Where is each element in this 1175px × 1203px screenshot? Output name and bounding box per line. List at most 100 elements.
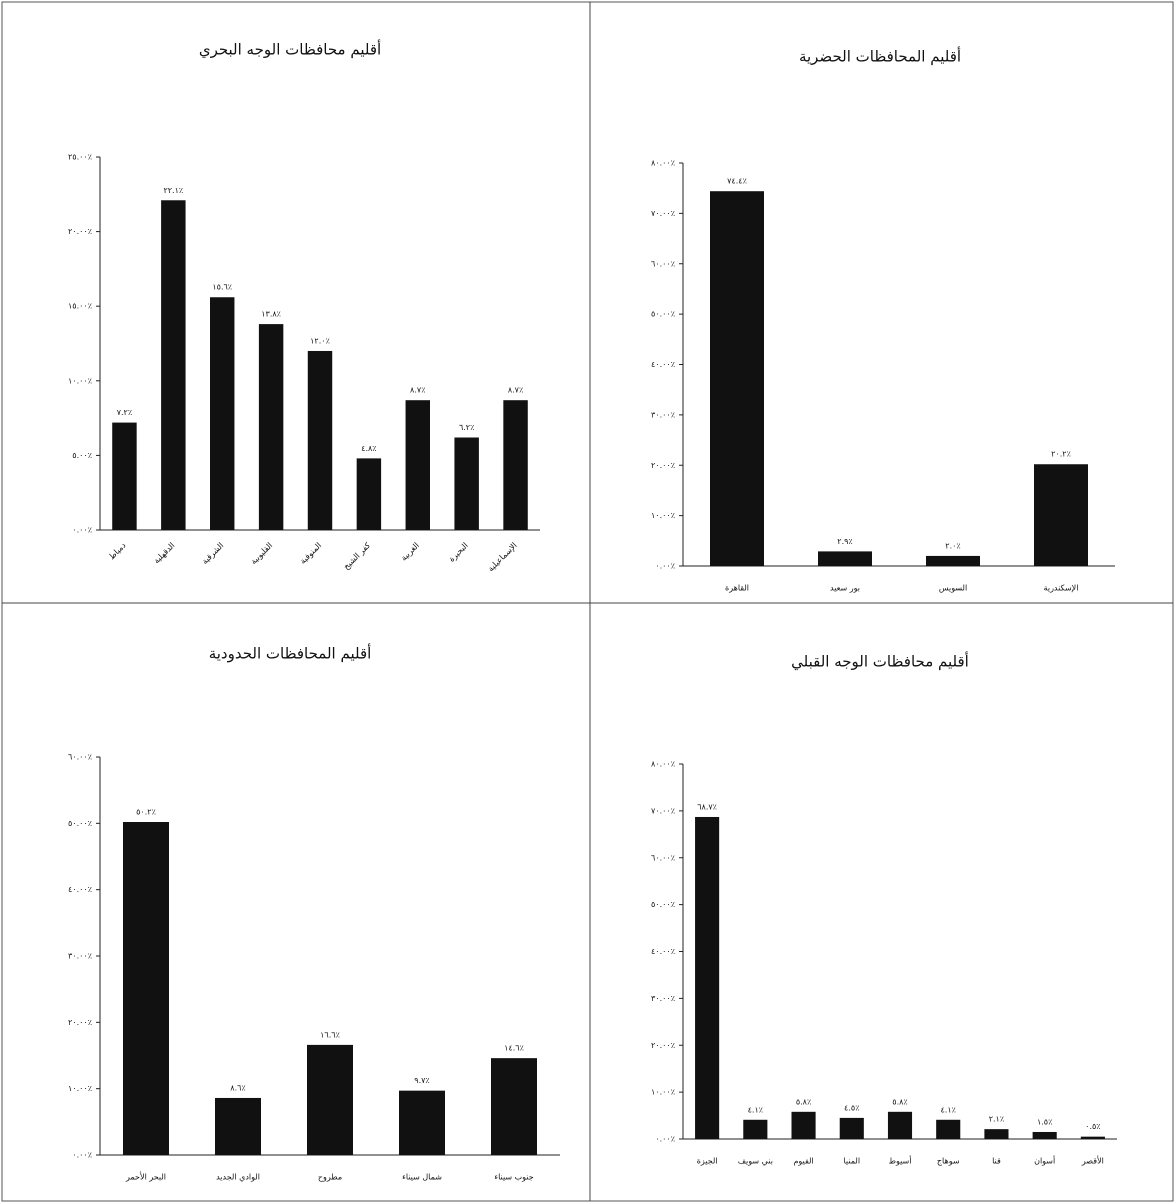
y-tick-label: ٥٠.٠٠٪ xyxy=(68,819,92,828)
y-tick-label: ٤٠.٠٠٪ xyxy=(68,885,92,894)
bar xyxy=(818,551,872,566)
chart-title: أقليم محافظات الوجه البحري xyxy=(199,40,381,60)
value-label: ١٢.٠٪ xyxy=(310,336,330,345)
y-tick-label: ٥٠.٠٠٪ xyxy=(651,310,675,319)
y-tick-label: ٠.٠٠٪ xyxy=(655,562,675,571)
y-tick-label: ٦٠.٠٠٪ xyxy=(68,753,92,762)
y-tick-label: ١٠.٠٠٪ xyxy=(68,1084,92,1093)
bar xyxy=(356,458,382,530)
y-tick-label: ٥.٠٠٪ xyxy=(72,451,92,460)
x-tick-label: البحر الأحمر xyxy=(125,1172,166,1182)
value-label: ٤.٥٪ xyxy=(844,1103,859,1112)
x-tick-label: المنيا xyxy=(843,1157,860,1166)
x-tick-label: الوادي الجديد xyxy=(216,1173,260,1182)
value-label: ٨.٧٪ xyxy=(410,386,425,395)
bar xyxy=(258,324,284,530)
x-tick-label: الدقهلية xyxy=(152,541,177,566)
y-tick-label: ٨٠.٠٠٪ xyxy=(651,760,675,769)
x-tick-label: المنوفية xyxy=(298,541,323,566)
bar xyxy=(1080,1136,1105,1139)
y-tick-label: ١٠.٠٠٪ xyxy=(651,511,675,520)
y-tick-label: ٤٠.٠٠٪ xyxy=(651,360,675,369)
value-label: ٧٤.٤٪ xyxy=(727,177,747,186)
value-label: ٨.٧٪ xyxy=(508,386,523,395)
x-tick-label: مطروح xyxy=(318,1173,342,1182)
bar xyxy=(161,200,186,530)
value-label: ٢٠.٢٪ xyxy=(1051,450,1071,459)
y-tick-label: ٢٠.٠٠٪ xyxy=(651,1041,675,1050)
bar xyxy=(839,1117,864,1139)
value-label: ٤.٨٪ xyxy=(361,444,376,453)
bar xyxy=(123,822,169,1155)
y-tick-label: ٠.٠٠٪ xyxy=(655,1135,675,1144)
bar xyxy=(399,1090,445,1155)
x-tick-label: كفر الشيخ xyxy=(342,541,373,572)
y-tick-label: ٦٠.٠٠٪ xyxy=(651,853,675,862)
bar xyxy=(112,422,137,530)
y-tick-label: ٢٠.٠٠٪ xyxy=(68,227,92,236)
y-tick-label: ٣٠.٠٠٪ xyxy=(68,952,92,961)
x-tick-label: أسيوط xyxy=(889,1156,912,1166)
value-label: ٥٠.٢٪ xyxy=(136,808,156,817)
bar xyxy=(210,297,235,530)
chart-title: أقليم المحافظات الحضرية xyxy=(799,47,961,66)
value-label: ٢.٩٪ xyxy=(837,537,852,546)
value-label: ٦.٢٪ xyxy=(459,423,474,432)
y-tick-label: ١٠.٠٠٪ xyxy=(68,376,92,385)
bar xyxy=(984,1129,1009,1139)
y-tick-label: ٠.٠٠٪ xyxy=(72,1151,92,1160)
x-tick-label: البحيرة xyxy=(447,541,470,564)
x-tick-label: شمال سيناء xyxy=(402,1173,442,1182)
bar xyxy=(491,1058,537,1155)
y-tick-label: ٧٠.٠٠٪ xyxy=(651,806,675,815)
bar xyxy=(503,400,528,530)
value-label: ١٥.٦٪ xyxy=(212,283,232,292)
bar xyxy=(307,1044,353,1155)
x-tick-label: الفيوم xyxy=(793,1157,813,1166)
y-tick-label: ٣٠.٠٠٪ xyxy=(651,410,675,419)
bar xyxy=(887,1111,913,1139)
x-tick-label: الشرقية xyxy=(200,541,225,566)
x-tick-label: بني سويف xyxy=(738,1157,773,1166)
bar xyxy=(1032,1131,1057,1139)
x-tick-label: السويس xyxy=(939,584,967,593)
x-tick-label: الأقصر xyxy=(1081,1156,1104,1166)
value-label: ١٦.٦٪ xyxy=(320,1030,340,1039)
x-tick-label: سوهاج xyxy=(937,1157,960,1166)
value-label: ٤.١٪ xyxy=(941,1105,956,1114)
bar xyxy=(215,1097,261,1155)
bar xyxy=(936,1119,961,1139)
y-tick-label: ٢٠.٠٠٪ xyxy=(68,1018,92,1027)
value-label: ١٣.٨٪ xyxy=(261,310,281,319)
y-tick-label: ٤٠.٠٠٪ xyxy=(651,947,675,956)
y-tick-label: ٢٠.٠٠٪ xyxy=(651,461,675,470)
value-label: ٥.٨٪ xyxy=(796,1097,811,1106)
bar xyxy=(926,555,980,566)
bar xyxy=(743,1119,768,1139)
value-label: ٢.٠٪ xyxy=(945,541,960,550)
bar xyxy=(1034,464,1088,566)
chart-title: أقليم محافظات الوجه القبلي xyxy=(791,652,969,672)
value-label: ٢٢.١٪ xyxy=(163,186,183,195)
value-label: ١٤.٦٪ xyxy=(504,1044,524,1053)
y-tick-label: ٨٠.٠٠٪ xyxy=(651,159,675,168)
bar xyxy=(405,400,430,530)
value-label: ٦٨.٧٪ xyxy=(697,802,717,811)
value-label: ٢.١٪ xyxy=(989,1115,1004,1124)
y-tick-label: ٥٠.٠٠٪ xyxy=(651,900,675,909)
x-tick-label: بور سعيد xyxy=(830,584,860,593)
bar xyxy=(695,816,720,1139)
x-tick-label: الإسماعيلية xyxy=(486,541,519,574)
value-label: ٩.٧٪ xyxy=(414,1076,429,1085)
x-tick-label: القليوبية xyxy=(249,541,274,566)
y-tick-label: ١٥.٠٠٪ xyxy=(68,302,92,311)
x-tick-label: جنوب سيناء xyxy=(494,1173,533,1182)
bar xyxy=(307,350,333,530)
y-tick-label: ٠.٠٠٪ xyxy=(72,526,92,535)
bar xyxy=(710,191,764,566)
value-label: ٥.٨٪ xyxy=(892,1097,907,1106)
x-tick-label: دمياط xyxy=(107,541,128,562)
bar xyxy=(454,437,479,530)
